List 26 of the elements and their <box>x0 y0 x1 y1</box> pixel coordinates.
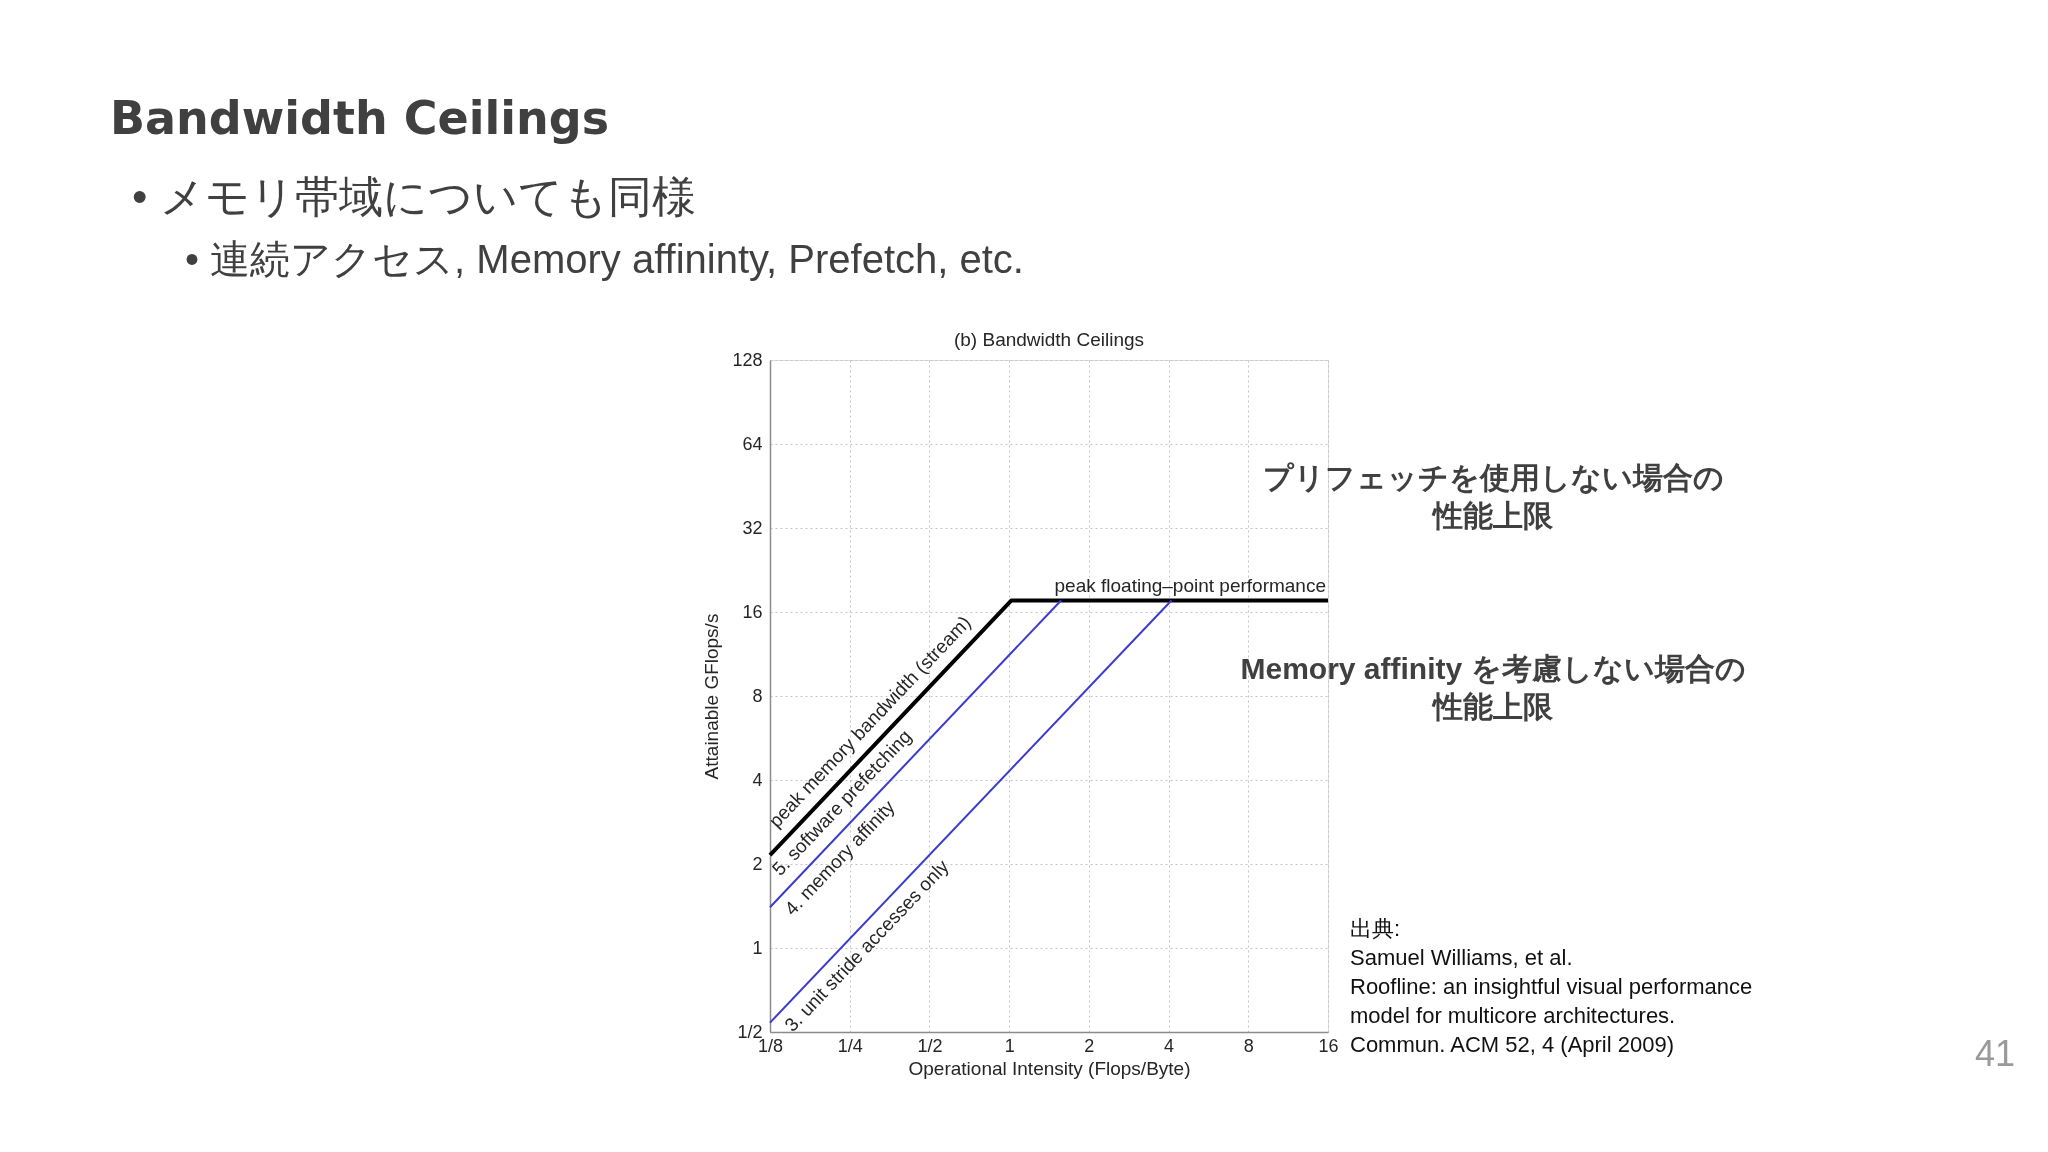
y-tick-label: 4 <box>752 769 763 790</box>
x-tick-label: 4 <box>1164 1035 1175 1056</box>
text: • 連続アクセス, Memory affininty, Prefetch, etc. <box>185 237 1024 281</box>
chart-subtitle: (b) Bandwidth Ceilings <box>953 329 1145 350</box>
text: • メモリ帯域についても同様 <box>132 172 696 221</box>
y-tick-label: 8 <box>752 685 763 706</box>
source-note: 出典: Samuel Williams, et al. Roofline: an insightful visual performance model for multicore architectures. Commun. ACM 52, 4 (April 2009) <box>1350 916 1753 1057</box>
x-tick-label: 8 <box>1243 1035 1254 1056</box>
y-axis-title: Attainable GFlops/s <box>701 613 723 780</box>
x-tick-label: 1/2 <box>917 1035 943 1056</box>
x-tick-label: 2 <box>1084 1035 1095 1056</box>
annotation: peak floating–point performance <box>1054 575 1326 596</box>
y-tick-label: 2 <box>752 853 763 874</box>
text: Bandwidth Ceilings <box>110 91 610 145</box>
annotation: Memory affinity を考慮しない場合の性能上限 <box>1240 652 1746 723</box>
x-tick-label: 1 <box>1004 1035 1015 1056</box>
y-tick-label: 32 <box>742 517 763 538</box>
x-tick-label: 16 <box>1318 1035 1339 1056</box>
x-axis-title: Operational Intensity (Flops/Byte) <box>908 1057 1191 1079</box>
x-tick-label: 1/4 <box>837 1035 863 1056</box>
y-tick-label: 64 <box>742 433 763 454</box>
y-tick-label: 16 <box>742 601 763 622</box>
text: 41 <box>1974 1033 2015 1074</box>
annotation: プリフェッチを使用しない場合の性能上限 <box>1262 461 1724 532</box>
y-tick-label: 1 <box>752 937 763 958</box>
y-tick-label: 128 <box>732 349 763 370</box>
